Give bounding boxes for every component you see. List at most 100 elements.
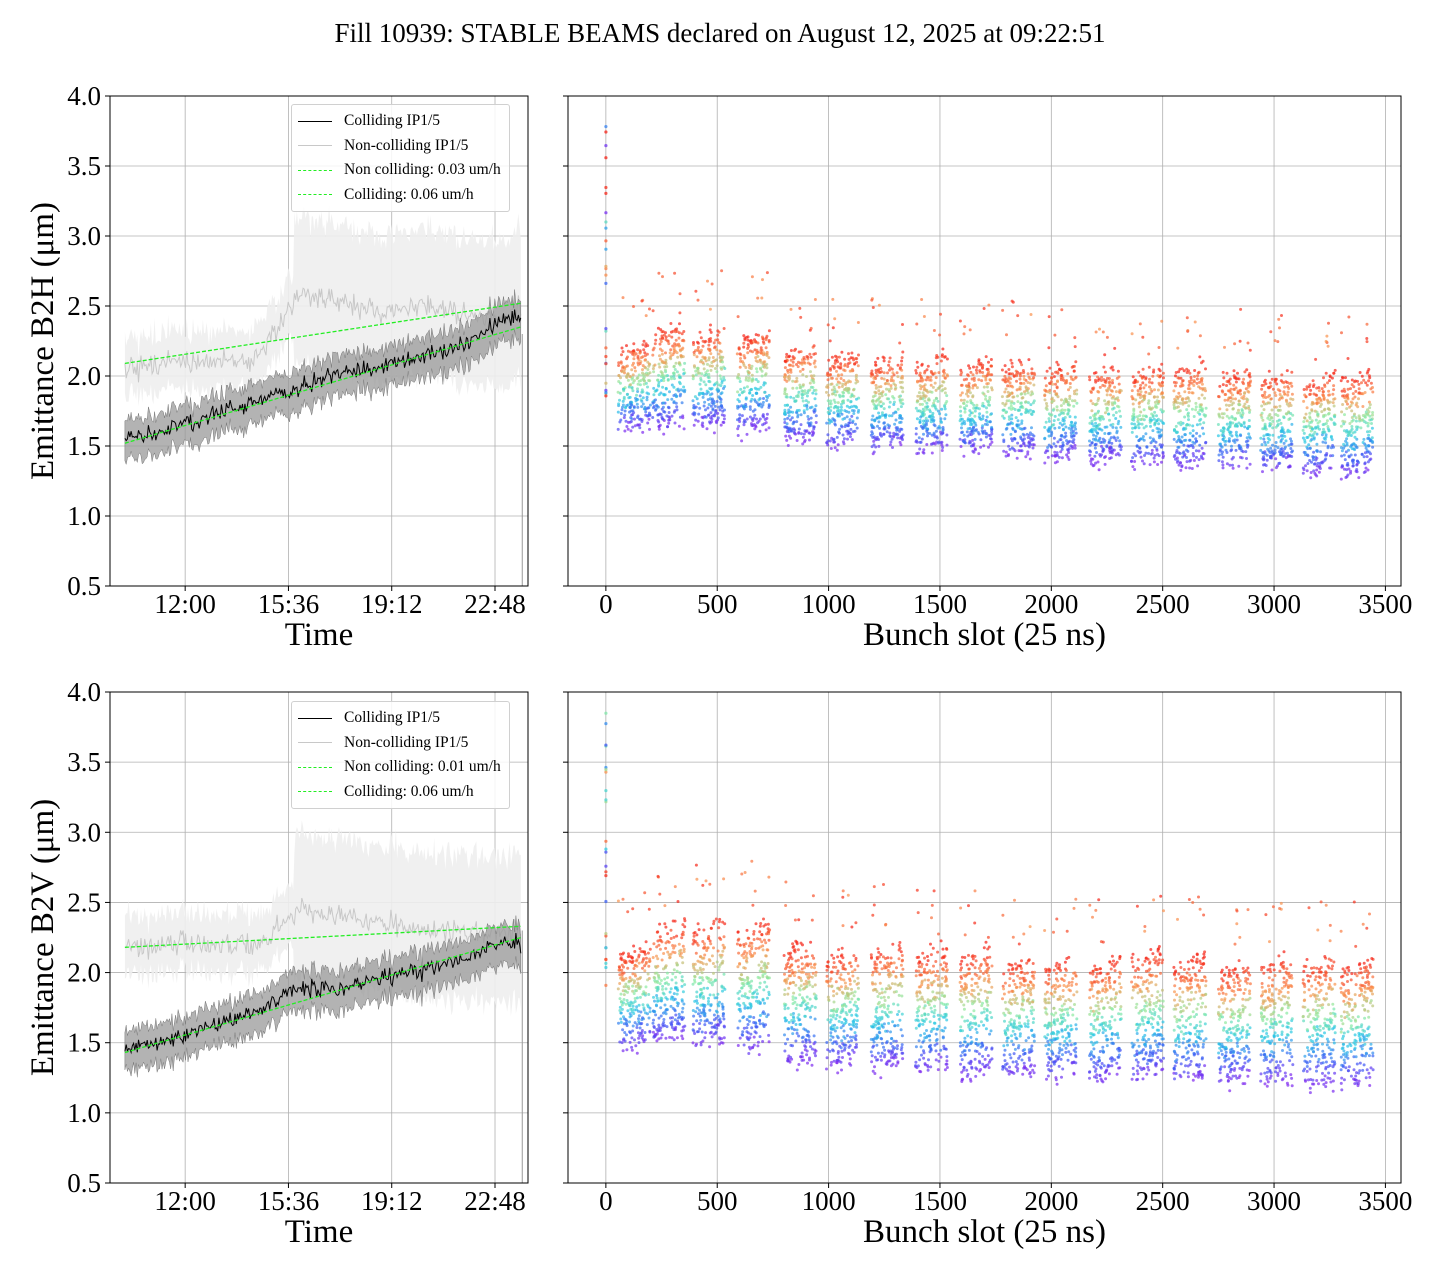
scatter-point [1068, 382, 1072, 385]
scatter-point [885, 430, 889, 434]
scatter-point [665, 971, 669, 975]
scatter-point [1088, 453, 1092, 457]
scatter-point [748, 407, 752, 411]
scatter-point [914, 427, 918, 430]
scatter-point [944, 413, 948, 417]
scatter-point [1002, 449, 1006, 453]
scatter-point [1315, 386, 1319, 390]
scatter-point [709, 352, 713, 356]
scatter-point [1315, 468, 1319, 472]
scatter-point [670, 383, 674, 387]
scatter-point [1089, 459, 1093, 463]
scatter-point [1315, 474, 1319, 478]
scatter-point [1017, 449, 1021, 453]
scatter-point [880, 376, 884, 380]
scatter-point [1131, 456, 1135, 460]
scatter-point [1090, 409, 1094, 413]
scatter-point [638, 977, 642, 981]
scatter-point [894, 432, 898, 436]
scatter-point [694, 418, 698, 422]
scatter-point [623, 367, 627, 371]
scatter-point [812, 374, 816, 378]
scatter-point [621, 296, 625, 300]
scatter-point [763, 390, 767, 394]
scatter-point [1365, 371, 1369, 375]
scatter-point [853, 429, 857, 433]
scatter-point [664, 1012, 668, 1016]
scatter-point [987, 403, 990, 407]
scatter-point [1268, 424, 1272, 428]
scatter-point [855, 426, 859, 430]
scatter-point [901, 438, 904, 442]
scatter-point [683, 983, 687, 987]
scatter-point [1247, 425, 1251, 428]
scatter-point [652, 1018, 655, 1022]
scatter-point [799, 432, 803, 436]
scatter-point [1053, 461, 1057, 465]
scatter-point [714, 409, 718, 412]
scatter-point [784, 434, 788, 438]
scatter-point [810, 433, 814, 437]
scatter-point [1198, 386, 1202, 390]
scatter-point [655, 1039, 659, 1043]
scatter-point [1001, 433, 1005, 437]
scatter-point [1153, 388, 1156, 392]
scatter-point [1088, 375, 1091, 379]
scatter-point [1231, 397, 1235, 401]
scatter-point [641, 430, 645, 434]
scatter-point [717, 405, 721, 409]
scatter-point [1044, 406, 1048, 410]
scatter-point [1217, 414, 1221, 417]
scatter-point [1189, 376, 1193, 379]
scatter-point [1319, 402, 1323, 406]
scatter-point [966, 373, 970, 377]
scatter-point [889, 440, 893, 444]
scatter-point [967, 364, 971, 368]
scatter-point [1232, 383, 1236, 387]
scatter-point [758, 366, 762, 370]
scatter-point [928, 390, 932, 394]
scatter-point [877, 392, 881, 396]
scatter-point [639, 1022, 643, 1026]
scatter-point [883, 382, 887, 386]
scatter-point [874, 363, 878, 367]
scatter-point [654, 1003, 658, 1007]
scatter-point [1248, 462, 1252, 466]
scatter-point [655, 994, 659, 997]
scatter-point [1221, 390, 1225, 394]
scatter-point [884, 415, 887, 419]
scatter-point [923, 371, 927, 375]
scatter-point [1246, 445, 1249, 449]
scatter-point [839, 364, 843, 368]
scatter-point [626, 427, 630, 431]
scatter-point [850, 369, 854, 373]
scatter-point [633, 997, 637, 1000]
scatter-point [1114, 439, 1118, 442]
scatter-point [981, 414, 985, 418]
scatter-point [755, 417, 758, 421]
scatter-point [807, 431, 811, 435]
scatter-point [652, 346, 656, 350]
scatter-point [1060, 374, 1064, 377]
scatter-point [832, 437, 836, 441]
scatter-point [789, 349, 793, 352]
scatter-point [1278, 450, 1281, 454]
scatter-point [662, 1018, 666, 1021]
scatter-point [787, 414, 791, 418]
scatter-point [792, 427, 796, 431]
scatter-point [838, 427, 842, 431]
scatter-point [1027, 433, 1031, 437]
scatter-point [1027, 375, 1031, 379]
scatter-point [846, 365, 850, 368]
scatter-point [969, 433, 973, 437]
scatter-point [1339, 477, 1343, 481]
scatter-point [1117, 405, 1121, 409]
scatter-point [643, 964, 647, 968]
scatter-point [767, 404, 771, 408]
scatter-point [1068, 385, 1072, 389]
scatter-point [1054, 382, 1057, 386]
scatter-point [787, 434, 791, 438]
scatter-point [664, 335, 668, 339]
scatter-point [673, 344, 677, 348]
scatter-point [883, 427, 887, 431]
